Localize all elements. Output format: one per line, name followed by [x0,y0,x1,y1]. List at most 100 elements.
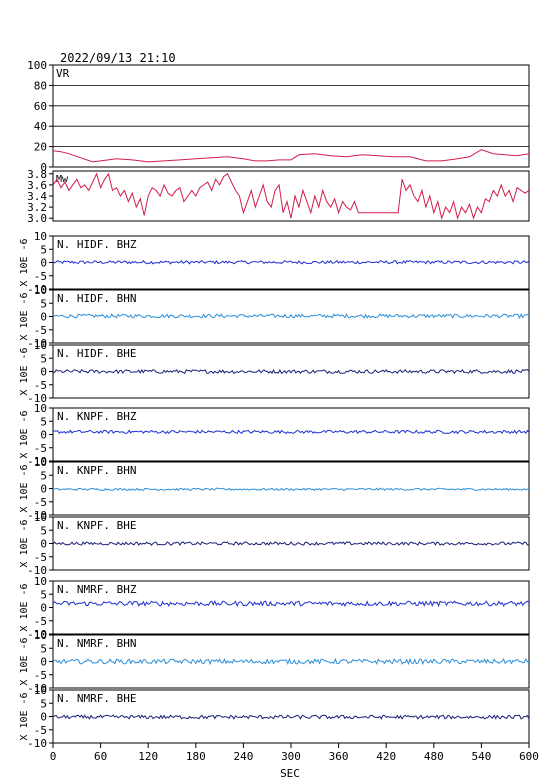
channel-ytick-label: -10 [27,737,47,750]
channel-ytick-label: -5 [34,496,47,509]
channel-ytick-label: 5 [40,352,47,365]
vr-ytick-label: 20 [34,141,47,154]
channel-ylabel: X 10E -6 [19,347,30,395]
channel-ytick-label: -5 [34,379,47,392]
channel-name: N. NMRF. BHN [57,637,136,650]
channel-ytick-label: 5 [40,642,47,655]
channel-ytick-label: -10 [27,564,47,577]
x-tick-label: 300 [281,750,301,763]
channel-ytick-label: 10 [34,456,47,469]
channel-waveform [52,657,530,666]
mw-panel: 3.83.63.43.23.0 Mw [27,168,530,225]
channel-ytick-label: -10 [27,628,47,641]
channel-ytick-label: 0 [40,366,47,379]
channel-ylabel: X 10E -6 [19,637,30,685]
channel-ytick-label: 10 [34,575,47,588]
channel-waveform [52,368,530,375]
x-tick-label: 240 [233,750,253,763]
x-tick-label: 420 [376,750,396,763]
channel-waveform [52,599,530,608]
channel-ytick-label: 5 [40,524,47,537]
x-tick-label: 180 [186,750,206,763]
vr-ytick-label: 0 [40,161,47,174]
channel-ytick-label: -5 [34,551,47,564]
mw-ytick-label: 3.8 [27,168,47,181]
mw-ytick-label: 3.2 [27,201,47,214]
channel-name: N. NMRF. BHE [57,692,136,705]
x-tick-label: 540 [471,750,491,763]
vr-label: VR [56,67,70,80]
channel-ytick-label: 5 [40,588,47,601]
channel-ylabel: X 10E -6 [19,410,30,458]
channel-ytick-label: -10 [27,392,47,405]
vr-ytick-label: 60 [34,100,47,113]
channel-ytick-label: -5 [34,442,47,455]
channel-ytick-label: 10 [34,230,47,243]
channel-ytick-label: -5 [34,324,47,337]
x-tick-label: 60 [94,750,107,763]
x-axis-label: SEC [280,767,300,780]
channel-name: N. KNPF. BHZ [57,410,137,423]
channel-waveform [52,541,530,546]
mw-ytick-label: 3.6 [27,179,47,192]
vr-ytick-label: 100 [27,59,47,72]
channel-ytick-label: -5 [34,615,47,628]
channel-ytick-label: 0 [40,257,47,270]
channel-ylabel: X 10E -6 [19,519,30,567]
channel-ytick-label: 10 [34,284,47,297]
channel-ytick-label: 0 [40,656,47,669]
x-tick-label: 120 [138,750,158,763]
channel-ytick-label: 0 [40,711,47,724]
channel-ytick-label: 0 [40,538,47,551]
mw-frame [52,170,530,222]
channel-ytick-label: -10 [27,509,47,522]
channel-ylabel: X 10E -6 [19,238,30,286]
channel-ytick-label: -10 [27,337,47,350]
channel-ytick-label: 5 [40,697,47,710]
channel-ytick-label: 5 [40,243,47,256]
channel-ytick-label: 5 [40,297,47,310]
channel-name: N. KNPF. BHN [57,464,136,477]
channel-ytick-label: -10 [27,682,47,695]
x-tick-label: 600 [519,750,539,763]
channel-ytick-label: 10 [34,511,47,524]
channel-ytick-label: 0 [40,602,47,615]
channel-waveform [52,487,530,492]
vr-ytick-label: 40 [34,120,47,133]
channel-ylabel: X 10E -6 [19,692,30,740]
vr-ytick-label: 80 [34,79,47,92]
channel-ytick-label: -5 [34,724,47,737]
channel-waveform [52,714,530,720]
channel-ytick-label: 0 [40,311,47,324]
x-tick-label: 0 [50,750,57,763]
channel-ytick-label: -10 [27,455,47,468]
channel-ylabel: X 10E -6 [19,292,30,340]
channel-name: N. KNPF. BHE [57,519,136,532]
channel-ytick-label: 10 [34,684,47,697]
x-tick-label: 480 [424,750,444,763]
channel-ytick-label: 5 [40,469,47,482]
channel-ytick-label: -5 [34,669,47,682]
mw-label: Mw [56,174,69,185]
vr-series-line [52,149,530,163]
vr-frame [52,64,530,168]
channel-waveform [52,429,530,435]
chart-title: 2022/09/13 21:10 [60,51,176,65]
channel-ylabel: X 10E -6 [19,583,30,631]
mw-ytick-label: 3.0 [27,212,47,225]
channel-ytick-label: 0 [40,483,47,496]
channel-ytick-label: -10 [27,283,47,296]
channel-ytick-label: 10 [34,402,47,415]
mw-ytick-label: 3.4 [27,190,47,203]
channel-ytick-label: -5 [34,270,47,283]
channel-ytick-label: 10 [34,629,47,642]
